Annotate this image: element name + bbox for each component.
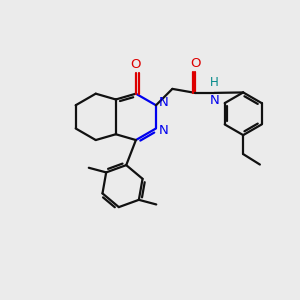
Text: H: H bbox=[210, 76, 219, 89]
Text: O: O bbox=[190, 57, 200, 70]
Text: O: O bbox=[130, 58, 141, 71]
Text: N: N bbox=[209, 94, 219, 107]
Text: N: N bbox=[159, 124, 169, 137]
Text: N: N bbox=[159, 96, 169, 110]
